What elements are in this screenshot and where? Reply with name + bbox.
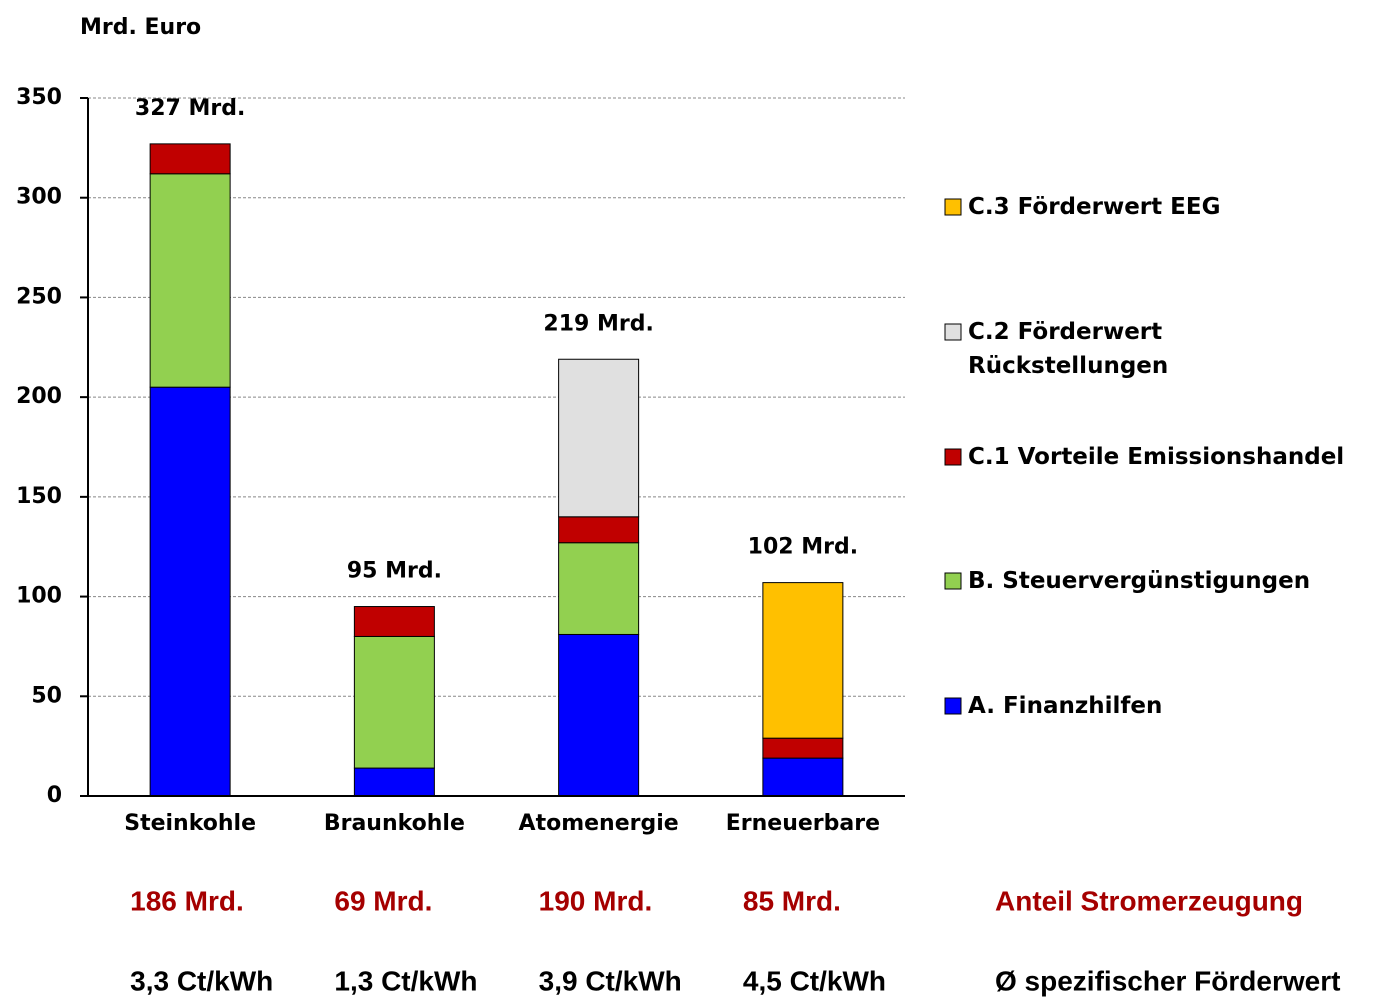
y-tick-label: 100 <box>16 584 62 609</box>
y-axis-label: Mrd. Euro <box>80 15 201 40</box>
bar-segment <box>149 143 231 175</box>
legend-label: C.3 Förderwert EEG <box>968 194 1220 220</box>
row-value: 85 Mrd. <box>743 885 841 916</box>
bar-segment <box>558 358 640 518</box>
legend-line: Rückstellungen <box>968 353 1168 379</box>
x-tick-label: Steinkohle <box>124 811 256 836</box>
row-value: 69 Mrd. <box>334 885 432 916</box>
legend-line: C.3 Förderwert EEG <box>968 194 1220 220</box>
legend-swatch <box>944 697 962 715</box>
y-tick-label: 150 <box>16 484 62 509</box>
row-value: 1,3 Ct/kWh <box>334 965 477 996</box>
legend-line: A. Finanzhilfen <box>968 693 1162 719</box>
legend-label: C.2 Förderwert Rückstellungen <box>968 319 1168 379</box>
total-label: 102 Mrd. <box>748 535 858 560</box>
row-value: 190 Mrd. <box>539 885 653 916</box>
y-tick-label: 350 <box>16 85 62 110</box>
legend-swatch <box>944 323 962 341</box>
x-tick-label: Atomenergie <box>519 811 679 836</box>
row-value: 3,9 Ct/kWh <box>539 965 682 996</box>
legend-label: C.1 Vorteile Emissionshandel <box>968 444 1344 470</box>
bar-segment <box>762 757 844 797</box>
bar-segment <box>558 516 640 544</box>
legend-swatch <box>944 198 962 216</box>
bar-segment <box>558 633 640 797</box>
bar-segment <box>149 386 231 797</box>
x-tick-label: Erneuerbare <box>726 811 880 836</box>
legend-line: C.1 Vorteile Emissionshandel <box>968 444 1344 470</box>
bar-segment <box>353 767 435 797</box>
legend-swatch <box>944 572 962 590</box>
row-label: Anteil Stromerzeugung <box>995 885 1303 916</box>
total-label: 219 Mrd. <box>543 311 653 336</box>
bar-segment <box>762 737 844 759</box>
row-label: Ø spezifischer Förderwert <box>995 965 1340 996</box>
bar-segment <box>762 582 844 739</box>
y-tick-label: 300 <box>16 185 62 210</box>
bar-segment <box>558 542 640 635</box>
bar-segment <box>149 173 231 388</box>
y-tick-label: 0 <box>47 783 62 808</box>
x-tick-label: Braunkohle <box>324 811 465 836</box>
bar-segment <box>353 635 435 769</box>
legend-label: B. Steuervergünstigungen <box>968 568 1310 594</box>
bar-segment <box>353 606 435 637</box>
legend-swatch <box>944 448 962 466</box>
y-tick-label: 250 <box>16 284 62 309</box>
legend-line: C.2 Förderwert <box>968 319 1162 345</box>
legend-line: B. Steuervergünstigungen <box>968 568 1310 594</box>
legend-label: A. Finanzhilfen <box>968 693 1162 719</box>
y-tick-label: 50 <box>31 683 62 708</box>
total-label: 327 Mrd. <box>135 96 245 121</box>
row-value: 4,5 Ct/kWh <box>743 965 886 996</box>
total-label: 95 Mrd. <box>347 559 442 584</box>
row-value: 3,3 Ct/kWh <box>130 965 273 996</box>
row-value: 186 Mrd. <box>130 885 244 916</box>
y-tick-label: 200 <box>16 384 62 409</box>
